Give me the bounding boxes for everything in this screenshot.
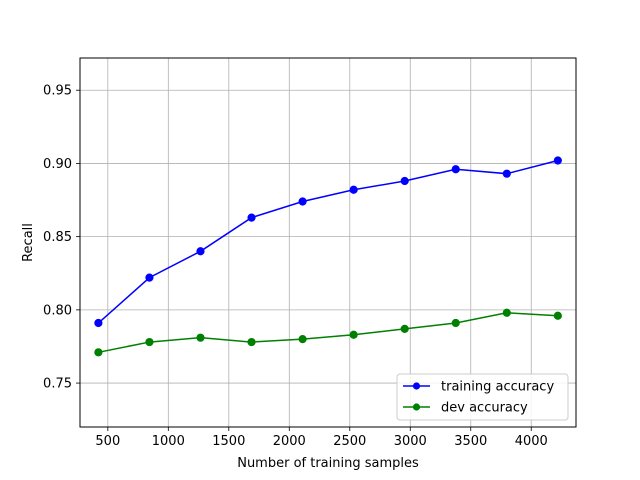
x-tick-label: 3500 [454,434,487,449]
legend: training accuracy dev accuracy [396,373,569,421]
series-point-0 [196,247,205,256]
legend-marker-1 [412,403,421,411]
y-tick-label: 0.80 [43,303,72,318]
x-axis-label: Number of training samples [237,456,419,471]
x-tick-label: 1500 [212,434,245,449]
y-tick-label: 0.75 [43,377,72,392]
legend-box [396,373,569,421]
x-tick-label: 3000 [394,434,427,449]
series-layer [94,156,562,357]
series-point-0 [145,273,154,282]
series-point-0 [94,318,103,328]
series-point-1 [145,337,154,347]
x-tick-label: 2000 [273,434,306,449]
plot-area-frame [79,57,577,428]
y-axis-label: Recall [21,223,36,262]
series-point-1 [400,324,409,333]
axis-ticks: 500 1000 1500 2000 2500 3000 3500 4000 0.75 0.80 0… [43,84,548,449]
series-point-0 [451,165,460,174]
y-tick-label: 0.95 [43,84,72,99]
x-tick-label: 4000 [515,434,548,449]
series-point-1 [196,333,205,342]
y-tick-label: 0.85 [43,230,72,245]
series-line-1 [98,312,558,354]
legend-label-0: training accuracy [441,380,554,395]
series-point-1 [502,308,511,317]
x-tick-label: 2500 [333,434,366,449]
series-point-1 [349,330,358,339]
series-point-1 [451,318,460,328]
legend-label-1: dev accuracy [441,401,528,416]
grid-lines [80,58,576,427]
series-point-0 [502,169,511,178]
series-point-0 [298,197,307,206]
series-point-0 [349,185,358,194]
x-tick-label: 500 [95,434,120,449]
series-point-0 [247,213,256,222]
series-point-1 [94,348,103,357]
series-line-0 [97,159,559,324]
series-point-0 [400,176,409,186]
series-point-1 [247,337,256,347]
y-tick-label: 0.90 [43,157,72,172]
series-point-1 [553,311,562,320]
legend-marker-0 [412,382,421,390]
series-point-1 [298,335,307,344]
series-point-0 [553,156,562,165]
x-tick-label: 1000 [152,434,185,449]
